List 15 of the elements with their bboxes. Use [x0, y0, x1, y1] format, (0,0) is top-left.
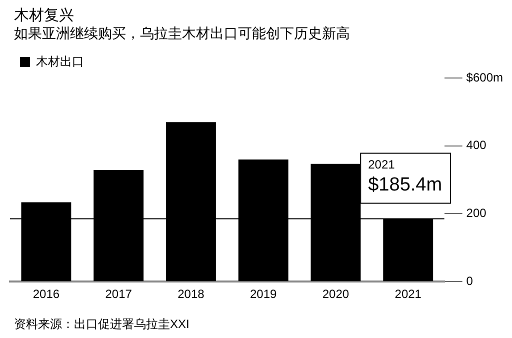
- legend-label: 木材出口: [36, 54, 84, 68]
- chart-title: 木材复兴: [14, 6, 74, 25]
- x-tick-label: 2021: [394, 287, 422, 302]
- y-tick-label: 400: [466, 138, 487, 152]
- x-tick-label: 2016: [32, 287, 60, 302]
- x-tick-label: 2017: [105, 287, 132, 302]
- y-tick-label: 0: [466, 274, 474, 288]
- y-tick-label: 200: [466, 206, 487, 220]
- y-tick-label: $600m: [466, 70, 504, 84]
- chart-subtitle: 如果亚洲继续购买，乌拉圭木材出口可能创下历史新高: [14, 25, 350, 43]
- x-tick-label: 2019: [250, 287, 278, 302]
- text: 资料来源：出口促进署乌拉圭XXI: [14, 316, 190, 333]
- x-tick-label: 2020: [322, 287, 350, 302]
- annotation: 2021 $185.4m: [368, 158, 442, 196]
- x-tick-label: 2018: [178, 287, 205, 302]
